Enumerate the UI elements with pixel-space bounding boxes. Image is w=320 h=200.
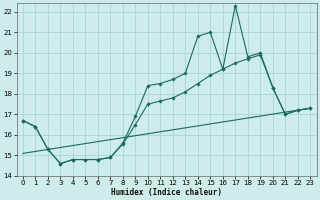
X-axis label: Humidex (Indice chaleur): Humidex (Indice chaleur) (111, 188, 222, 197)
